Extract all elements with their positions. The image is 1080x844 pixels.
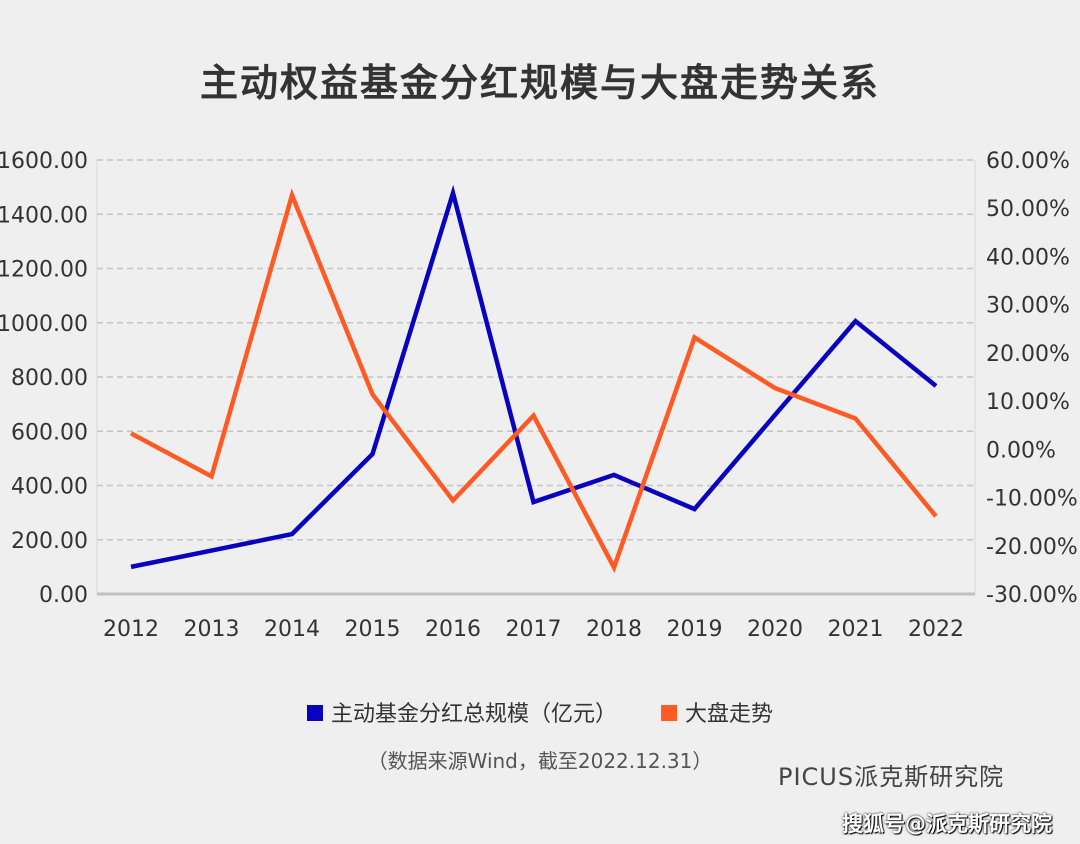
chart-title: 主动权益基金分红规模与大盘走势关系 bbox=[199, 61, 880, 105]
x-tick-label: 2017 bbox=[506, 617, 562, 642]
x-tick-label: 2020 bbox=[747, 617, 803, 642]
x-tick-label: 2013 bbox=[184, 617, 240, 642]
right-tick-label: -30.00% bbox=[986, 583, 1078, 608]
x-tick-label: 2015 bbox=[345, 617, 401, 642]
legend-label: 主动基金分红总规模（亿元） bbox=[330, 702, 617, 727]
right-tick-label: 30.00% bbox=[986, 294, 1070, 319]
left-tick-label: 0.00 bbox=[39, 583, 88, 608]
left-tick-label: 800.00 bbox=[11, 366, 88, 391]
source-note: （数据来源Wind，截至2022.12.31） bbox=[367, 749, 713, 773]
right-tick-label: -20.00% bbox=[986, 535, 1078, 560]
logo: PICUS派克斯研究院 bbox=[778, 763, 1005, 791]
right-tick-label: 60.00% bbox=[986, 149, 1070, 174]
right-tick-label: -10.00% bbox=[986, 487, 1078, 512]
legend: 主动基金分红总规模（亿元） 大盘走势 bbox=[0, 696, 1080, 728]
series-line-0 bbox=[130, 184, 938, 570]
left-tick-label: 600.00 bbox=[11, 420, 88, 445]
right-tick-label: 10.00% bbox=[986, 390, 1070, 415]
right-tick-label: 20.00% bbox=[986, 342, 1070, 367]
left-tick-label: 1000.00 bbox=[0, 312, 88, 337]
x-tick-label: 2018 bbox=[586, 617, 642, 642]
legend-swatch-orange bbox=[661, 705, 677, 721]
left-tick-label: 1600.00 bbox=[0, 149, 88, 174]
x-tick-label: 2012 bbox=[103, 617, 159, 642]
legend-swatch-blue bbox=[306, 705, 323, 721]
right-tick-label: 0.00% bbox=[986, 438, 1056, 463]
right-tick-label: 40.00% bbox=[986, 245, 1070, 270]
series-line-1 bbox=[129, 188, 938, 574]
left-tick-label: 1400.00 bbox=[0, 203, 88, 228]
watermark: 搜狐号@派克斯研究院 bbox=[842, 812, 1052, 836]
x-tick-label: 2019 bbox=[667, 617, 723, 642]
legend-label: 大盘走势 bbox=[685, 702, 774, 727]
left-tick-label: 200.00 bbox=[11, 529, 88, 554]
right-tick-label: 50.00% bbox=[986, 197, 1070, 222]
left-tick-label: 1200.00 bbox=[0, 258, 88, 283]
x-tick-label: 2022 bbox=[908, 617, 964, 642]
x-tick-label: 2014 bbox=[264, 617, 320, 642]
x-tick-label: 2016 bbox=[425, 617, 481, 642]
left-tick-label: 400.00 bbox=[11, 475, 88, 500]
x-tick-label: 2021 bbox=[828, 617, 884, 642]
